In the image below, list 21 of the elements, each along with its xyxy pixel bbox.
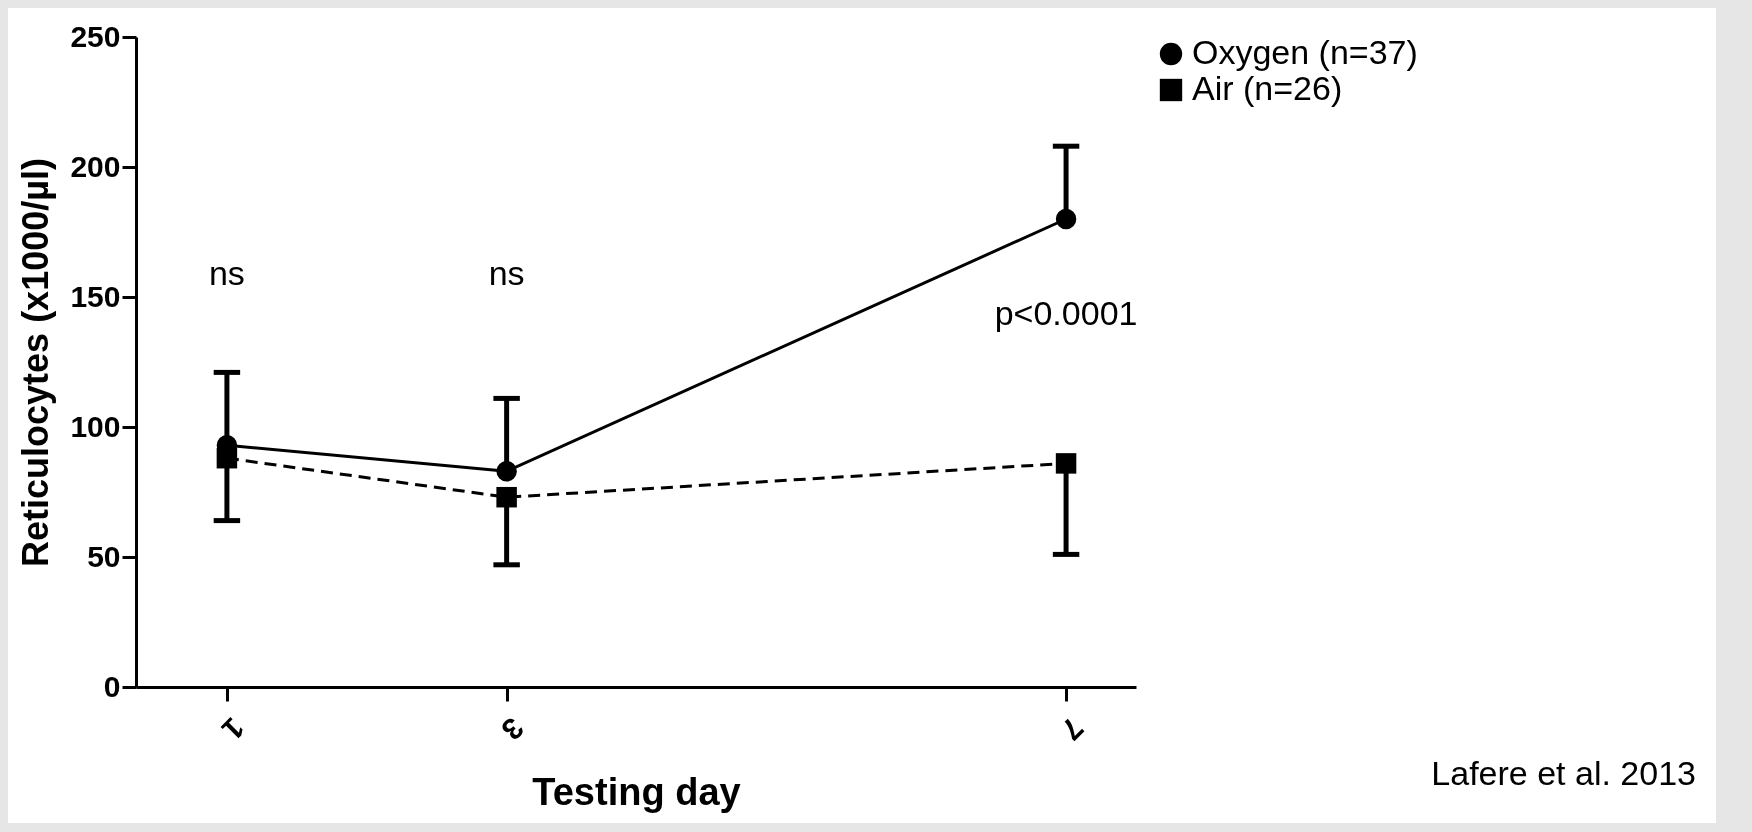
y-axis-title: Reticulocytes (x1000/µl) [15, 158, 57, 567]
point [1055, 453, 1077, 474]
annotation: p<0.0001 [994, 294, 1138, 332]
x-axis-title: Testing day [532, 770, 741, 813]
legend-label: Oxygen (n=37) [1192, 33, 1418, 71]
annotation: ns [208, 254, 245, 292]
annotation: ns [488, 254, 525, 292]
y-tick-label: 150 [70, 279, 121, 313]
y-tick-label: 100 [70, 409, 121, 443]
y-tick-label: 0 [103, 669, 121, 703]
point [216, 447, 238, 469]
y-tick-label: 250 [70, 19, 121, 53]
x-tick-label: 3 [495, 711, 531, 747]
point [496, 460, 517, 482]
point [496, 486, 517, 508]
text: Lafere et al. 2013 [1431, 754, 1696, 792]
x-tick-label: 7 [1054, 711, 1090, 747]
point [1055, 208, 1077, 230]
y-tick-label: 200 [70, 149, 121, 183]
y-tick-label: 50 [87, 539, 121, 573]
x-tick-label: 1 [215, 711, 251, 747]
